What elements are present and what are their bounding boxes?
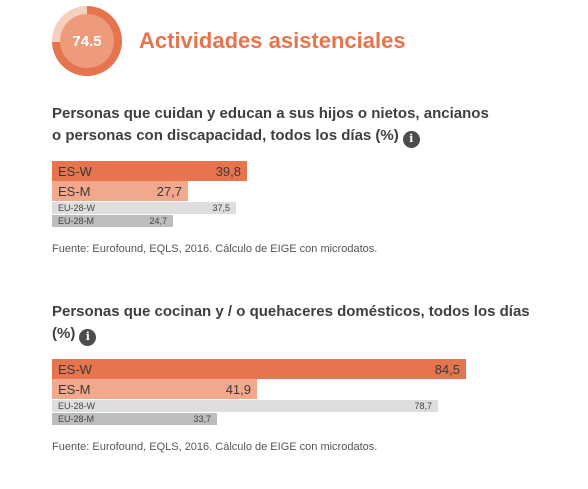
bar-fill <box>52 181 188 201</box>
bar-value-label: 24,7 <box>149 216 167 226</box>
bar-category-label: EU-28-W <box>58 401 96 411</box>
bar-fill <box>52 215 173 227</box>
bar-category-label: ES-M <box>58 183 91 199</box>
bar-eu-28-w: EU-28-W 78,7 <box>52 400 438 412</box>
bar-fill <box>52 413 217 425</box>
source-note: Fuente: Eurofound, EQLS, 2016. Cálculo d… <box>52 243 378 255</box>
bar-value-label: 37,5 <box>212 203 230 213</box>
chart-title-text: Personas que cocinan y / o quehaceres do… <box>52 303 530 342</box>
bar-value-label: 78,7 <box>414 401 432 411</box>
bar-fill <box>52 400 438 412</box>
bar-category-label: EU-28-M <box>58 216 95 226</box>
bar-fill <box>52 161 247 181</box>
source-note: Fuente: Eurofound, EQLS, 2016. Cálculo d… <box>52 441 378 453</box>
bar-eu-28-m: EU-28-M 24,7 <box>52 215 173 227</box>
bar-value-label: 84,5 <box>434 361 460 377</box>
bar-es-m: ES-M 41,9 <box>52 379 257 399</box>
bar-fill <box>52 379 257 399</box>
bar-eu-28-m: EU-28-M 33,7 <box>52 413 217 425</box>
score-value: 74.5 <box>60 14 114 68</box>
chart-household: Personas que cocinan y / o quehaceres do… <box>52 301 552 461</box>
bar-category-label: ES-M <box>58 381 91 397</box>
section-title: Actividades asistenciales <box>139 28 406 53</box>
bar-value-label: 39,8 <box>215 163 241 179</box>
info-icon[interactable]: i <box>402 130 420 148</box>
bar-es-w: ES-W 84,5 <box>52 359 466 379</box>
score-ring: 74.5 <box>52 6 122 76</box>
bar-value-label: 27,7 <box>156 183 182 199</box>
bar-es-m: ES-M 27,7 <box>52 181 188 201</box>
chart-title-text: Personas que cuidan y educan a sus hijos… <box>52 105 489 144</box>
bar-category-label: ES-W <box>58 163 92 179</box>
section-header: 74.5 Actividades asistenciales <box>52 6 572 76</box>
bar-fill <box>52 202 236 214</box>
chart-title: Personas que cuidan y educan a sus hijos… <box>52 103 492 148</box>
bar-value-label: 33,7 <box>193 414 211 424</box>
bar-es-w: ES-W 39,8 <box>52 161 247 181</box>
bar-eu-28-w: EU-28-W 37,5 <box>52 202 236 214</box>
bar-value-label: 41,9 <box>225 381 251 397</box>
chart-title: Personas que cocinan y / o quehaceres do… <box>52 301 547 346</box>
bar-category-label: EU-28-W <box>58 203 96 213</box>
bar-fill <box>52 359 466 379</box>
chart-care: Personas que cuidan y educan a sus hijos… <box>52 103 552 263</box>
bar-category-label: ES-W <box>58 361 92 377</box>
bar-category-label: EU-28-M <box>58 414 95 424</box>
info-icon[interactable]: i <box>79 328 97 346</box>
